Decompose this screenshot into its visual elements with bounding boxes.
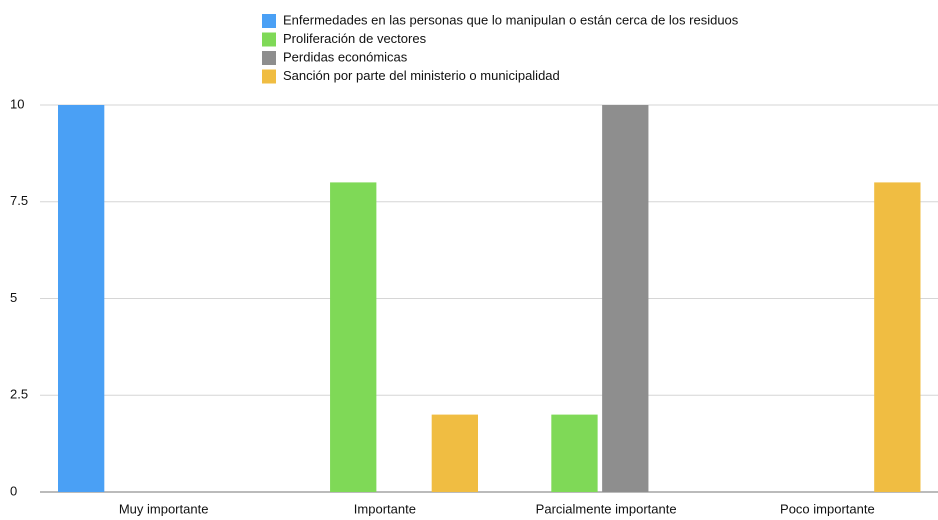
legend-swatch	[262, 51, 276, 65]
x-tick-label: Parcialmente importante	[536, 501, 677, 516]
y-tick-label: 5	[10, 290, 17, 305]
x-tick-label: Poco importante	[780, 501, 875, 516]
y-tick-label: 10	[10, 96, 24, 111]
bar	[602, 105, 649, 492]
legend-label: Proliferación de vectores	[283, 31, 427, 46]
legend-label: Enfermedades en las personas que lo mani…	[283, 12, 739, 27]
bar	[874, 182, 921, 492]
legend-label: Sanción por parte del ministerio o munic…	[283, 68, 560, 83]
bar	[431, 414, 478, 492]
y-tick-label: 2.5	[10, 387, 28, 402]
x-tick-label: Muy importante	[119, 501, 209, 516]
legend-swatch	[262, 69, 276, 84]
x-tick-label: Importante	[354, 501, 416, 516]
legend-swatch	[262, 32, 276, 47]
y-tick-label: 0	[10, 483, 17, 498]
bar	[551, 414, 598, 492]
bar	[58, 105, 105, 492]
bar	[330, 182, 377, 492]
legend-swatch	[262, 14, 276, 28]
legend-label: Perdidas económicas	[283, 49, 408, 64]
y-tick-label: 7.5	[10, 193, 28, 208]
